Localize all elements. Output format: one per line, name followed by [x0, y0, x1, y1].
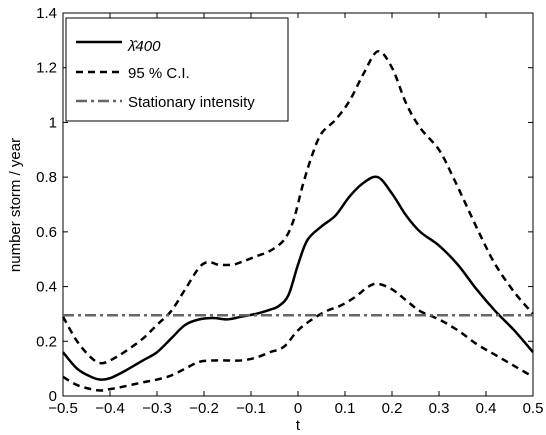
x-tick-label: 0	[294, 400, 302, 417]
x-tick-label: −0.1	[236, 400, 266, 417]
y-tick-label: 0.8	[36, 169, 57, 186]
x-tick-label: −0.2	[189, 400, 219, 417]
y-tick-label: 0	[49, 388, 57, 405]
legend-box	[65, 17, 289, 122]
series-line-1	[61, 50, 534, 365]
x-axis-title: t	[296, 417, 301, 434]
x-tick-label: −0.5	[48, 400, 78, 417]
y-tick-label: 1.4	[36, 5, 57, 22]
series-line-0	[62, 175, 534, 381]
series-line-2	[62, 282, 534, 392]
x-tick-label: 0.2	[382, 400, 403, 417]
x-tick-label: 0.3	[429, 400, 450, 417]
y-axis-title: number storm / year	[7, 138, 24, 272]
legend-label-stationary: Stationary intensity	[128, 94, 255, 111]
legend-label-ci: 95 % C.I.	[128, 65, 190, 82]
x-tick-label: −0.3	[142, 400, 172, 417]
series-lines	[61, 50, 534, 392]
y-tick-label: 0.2	[36, 333, 57, 350]
y-tick-label: 1.2	[36, 60, 57, 77]
legend-label-estimate: λ̂400	[127, 38, 161, 55]
legend: λ̂400 95 % C.I. Stationary intensity	[65, 17, 289, 122]
y-tick-label: 0.4	[36, 279, 57, 296]
x-tick-label: 0.4	[476, 400, 497, 417]
y-tick-label: 0.6	[36, 224, 57, 241]
x-tick-label: 0.5	[523, 400, 544, 417]
x-tick-label: −0.4	[95, 400, 125, 417]
axis-ticks: −0.5 −0.4 −0.3 −0.2 −0.1 0 0.1 0.2 0.3 0.4 0.5 0 0.2…	[36, 5, 543, 417]
y-tick-label: 1	[49, 114, 57, 131]
x-tick-label: 0.1	[335, 400, 356, 417]
